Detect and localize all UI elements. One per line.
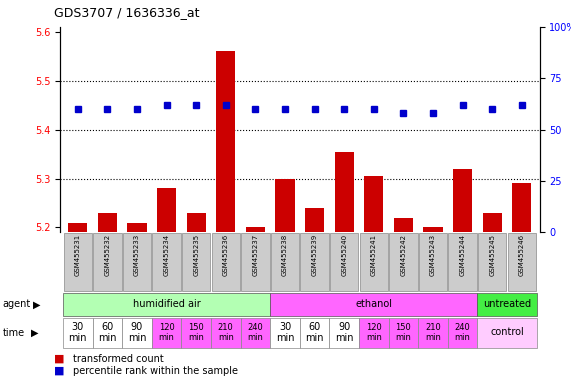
Bar bbox=[241, 233, 270, 291]
Bar bbox=[275, 179, 295, 232]
Bar bbox=[423, 227, 443, 232]
Bar bbox=[512, 184, 532, 232]
Text: 60
min: 60 min bbox=[98, 322, 116, 343]
Text: GSM455238: GSM455238 bbox=[282, 234, 288, 276]
Bar bbox=[63, 233, 92, 291]
Bar bbox=[123, 233, 151, 291]
Bar bbox=[270, 318, 300, 348]
Bar bbox=[240, 318, 270, 348]
Text: 120
min: 120 min bbox=[159, 323, 175, 342]
Bar bbox=[122, 318, 152, 348]
Bar bbox=[305, 208, 324, 232]
Bar bbox=[182, 233, 210, 291]
Text: GSM455242: GSM455242 bbox=[400, 234, 407, 276]
Bar bbox=[389, 233, 417, 291]
Text: control: control bbox=[490, 328, 524, 338]
Text: 90
min: 90 min bbox=[335, 322, 353, 343]
Bar bbox=[330, 233, 359, 291]
Bar bbox=[246, 227, 265, 232]
Bar bbox=[98, 213, 117, 232]
Bar bbox=[270, 293, 477, 316]
Text: 30
min: 30 min bbox=[69, 322, 87, 343]
Text: untreated: untreated bbox=[483, 299, 531, 309]
Text: GSM455236: GSM455236 bbox=[223, 234, 229, 276]
Text: 240
min: 240 min bbox=[455, 323, 471, 342]
Bar bbox=[300, 318, 329, 348]
Bar bbox=[271, 233, 299, 291]
Text: GSM455245: GSM455245 bbox=[489, 234, 495, 276]
Text: ethanol: ethanol bbox=[355, 299, 392, 309]
Bar bbox=[93, 233, 122, 291]
Text: GSM455235: GSM455235 bbox=[193, 234, 199, 276]
Bar bbox=[477, 293, 537, 316]
Text: 150
min: 150 min bbox=[396, 323, 411, 342]
Bar bbox=[418, 318, 448, 348]
Bar bbox=[152, 318, 182, 348]
Bar bbox=[216, 51, 235, 232]
Bar bbox=[335, 152, 354, 232]
Bar bbox=[419, 233, 447, 291]
Text: 210
min: 210 min bbox=[218, 323, 234, 342]
Bar bbox=[93, 318, 122, 348]
Bar bbox=[394, 218, 413, 232]
Bar bbox=[478, 233, 506, 291]
Text: ■: ■ bbox=[54, 354, 65, 364]
Text: 210
min: 210 min bbox=[425, 323, 441, 342]
Text: 150
min: 150 min bbox=[188, 323, 204, 342]
Bar bbox=[364, 176, 383, 232]
Text: 90
min: 90 min bbox=[128, 322, 146, 343]
Text: ▶: ▶ bbox=[33, 299, 41, 310]
Bar bbox=[63, 293, 270, 316]
Text: GSM455239: GSM455239 bbox=[312, 234, 317, 276]
Bar bbox=[211, 318, 240, 348]
Text: agent: agent bbox=[3, 299, 31, 310]
Bar bbox=[157, 188, 176, 232]
Text: GSM455231: GSM455231 bbox=[75, 234, 81, 276]
Text: transformed count: transformed count bbox=[73, 354, 163, 364]
Text: ■: ■ bbox=[54, 366, 65, 376]
Bar bbox=[508, 233, 536, 291]
Text: time: time bbox=[3, 328, 25, 338]
Bar bbox=[360, 233, 388, 291]
Bar bbox=[152, 233, 181, 291]
Bar bbox=[127, 223, 147, 232]
Bar bbox=[453, 169, 472, 232]
Text: GSM455246: GSM455246 bbox=[519, 234, 525, 276]
Bar bbox=[182, 318, 211, 348]
Text: GDS3707 / 1636336_at: GDS3707 / 1636336_at bbox=[54, 6, 200, 19]
Text: ▶: ▶ bbox=[31, 328, 39, 338]
Bar bbox=[63, 318, 93, 348]
Text: GSM455240: GSM455240 bbox=[341, 234, 347, 276]
Text: 60
min: 60 min bbox=[305, 322, 324, 343]
Text: GSM455234: GSM455234 bbox=[163, 234, 170, 276]
Bar bbox=[359, 318, 389, 348]
Text: humidified air: humidified air bbox=[132, 299, 200, 309]
Bar bbox=[187, 213, 206, 232]
Text: 240
min: 240 min bbox=[247, 323, 263, 342]
Bar bbox=[68, 223, 87, 232]
Bar bbox=[448, 233, 477, 291]
Text: GSM455233: GSM455233 bbox=[134, 234, 140, 276]
Bar bbox=[477, 318, 537, 348]
Text: percentile rank within the sample: percentile rank within the sample bbox=[73, 366, 238, 376]
Bar bbox=[300, 233, 329, 291]
Text: 120
min: 120 min bbox=[366, 323, 382, 342]
Bar bbox=[448, 318, 477, 348]
Bar bbox=[389, 318, 418, 348]
Text: GSM455241: GSM455241 bbox=[371, 234, 377, 276]
Text: 30
min: 30 min bbox=[276, 322, 294, 343]
Text: GSM455237: GSM455237 bbox=[252, 234, 258, 276]
Bar bbox=[211, 233, 240, 291]
Text: GSM455243: GSM455243 bbox=[430, 234, 436, 276]
Bar bbox=[329, 318, 359, 348]
Bar bbox=[482, 213, 502, 232]
Text: GSM455244: GSM455244 bbox=[460, 234, 465, 276]
Text: GSM455232: GSM455232 bbox=[104, 234, 110, 276]
